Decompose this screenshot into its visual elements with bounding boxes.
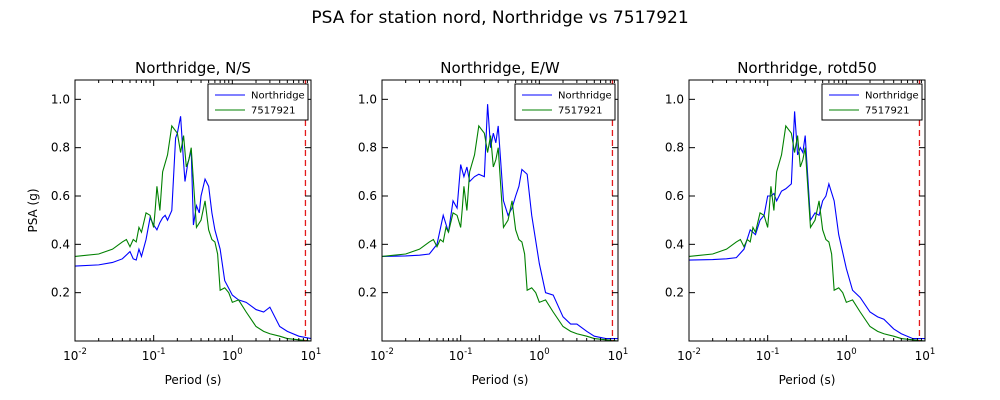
legend-entry-label: Northridge (251, 91, 305, 102)
subplot-2: Northridge, E/W 10-2 10-1 100 101 0.2 0.4 0.6 0.… (358, 59, 628, 387)
legend-entry-label: 7517921 (251, 106, 296, 117)
x-tick-label: 10-1 (142, 347, 166, 363)
subplot-3: Northridge, rotd50 10-2 10-1 100 101 0.2 0.4 0.… (665, 59, 935, 387)
figure-title: PSA for station nord, Northridge vs 7517… (311, 8, 688, 28)
legend: Northridge 7517921 (514, 83, 616, 121)
legend-entry-label: 7517921 (558, 106, 603, 117)
y-tick-label: 0.6 (665, 189, 684, 203)
x-tick-label: 10-2 (677, 347, 701, 363)
y-tick-label: 0.2 (51, 286, 70, 300)
legend-entry-label: 7517921 (865, 106, 910, 117)
x-axis-label: Period (s) (472, 373, 529, 387)
subplot-title: Northridge, rotd50 (737, 59, 877, 77)
series-line-northridge (689, 111, 925, 340)
plot-area (382, 80, 618, 341)
legend: Northridge 7517921 (821, 83, 923, 121)
plot-area (689, 80, 925, 341)
subplot-title: Northridge, E/W (440, 59, 560, 77)
series-line-7517921 (689, 124, 925, 341)
plot-area (75, 80, 311, 341)
y-tick-label: 0.4 (665, 237, 684, 251)
legend-box (821, 83, 923, 121)
legend-box (207, 83, 309, 121)
axes-frame (381, 79, 619, 342)
y-tick-label: 0.4 (358, 237, 377, 251)
axes-frame (688, 79, 926, 342)
y-tick-label: 0.2 (358, 286, 377, 300)
subplot-1: Northridge, N/S 10-2 10-1 100 101 0.2 0.4 0.6 0.… (26, 59, 321, 387)
y-axis-label: PSA (g) (26, 188, 40, 232)
subplot-title: Northridge, N/S (135, 59, 251, 77)
x-tick-label: 100 (836, 347, 857, 363)
legend: Northridge 7517921 (207, 83, 309, 121)
x-tick-label: 10-2 (63, 347, 87, 363)
y-tick-label: 0.2 (665, 286, 684, 300)
series-line-7517921 (75, 124, 311, 341)
x-tick-label: 10-1 (449, 347, 473, 363)
y-tick-label: 0.6 (358, 189, 377, 203)
x-tick-label: 10-1 (756, 347, 780, 363)
x-tick-label: 100 (529, 347, 550, 363)
y-tick-label: 0.8 (51, 141, 70, 155)
x-tick-label: 101 (915, 347, 936, 363)
y-tick-label: 0.6 (51, 189, 70, 203)
y-tick-label: 1.0 (665, 92, 684, 106)
y-tick-label: 0.4 (51, 237, 70, 251)
y-tick-label: 0.8 (358, 141, 377, 155)
x-tick-label: 100 (222, 347, 243, 363)
series-line-northridge (75, 116, 311, 340)
legend-box (514, 83, 616, 121)
x-axis-label: Period (s) (779, 373, 836, 387)
y-tick-label: 0.8 (665, 141, 684, 155)
y-tick-label: 1.0 (51, 92, 70, 106)
legend-entry-label: Northridge (865, 91, 919, 102)
x-tick-label: 101 (608, 347, 629, 363)
x-axis-label: Period (s) (165, 373, 222, 387)
series-line-7517921 (382, 124, 618, 341)
x-tick-label: 101 (301, 347, 322, 363)
y-tick-label: 1.0 (358, 92, 377, 106)
legend-entry-label: Northridge (558, 91, 612, 102)
series-line-northridge (382, 104, 618, 340)
axes-frame (74, 79, 312, 342)
x-tick-label: 10-2 (370, 347, 394, 363)
